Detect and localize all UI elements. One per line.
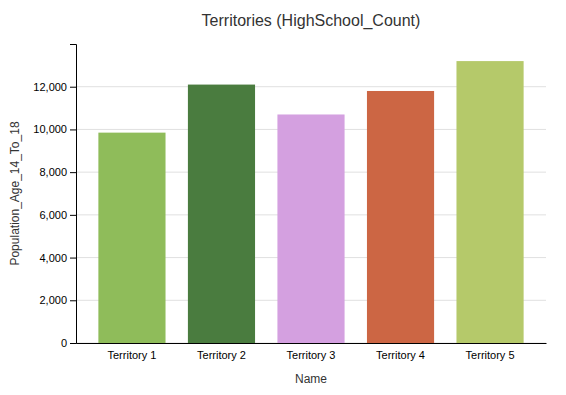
x-tick: Territory 2	[197, 343, 246, 361]
y-tick-line	[70, 129, 76, 130]
y-tick: 6,000	[39, 209, 76, 221]
y-tick-line	[70, 300, 76, 301]
y-tick-line	[70, 258, 76, 259]
plot-area: Territory 1 Territory 2 Territory 3 Territo…	[33, 45, 546, 361]
y-tick-label: 4,000	[39, 252, 67, 264]
y-axis: 0 2,000 4,000 6,000 8,000 10,000 12,000	[33, 45, 76, 350]
y-tick-label: 12,000	[33, 81, 67, 93]
y-tick-label: 6,000	[39, 209, 67, 221]
y-tick: 8,000	[39, 166, 76, 178]
y-tick: 2,000	[39, 294, 76, 306]
x-tick: Territory 4	[376, 343, 425, 361]
chart-title: Territories (HighSchool_Count)	[202, 12, 421, 30]
y-tick-line	[70, 215, 76, 216]
x-tick-label: Territory 3	[287, 349, 336, 361]
x-axis-line	[77, 343, 547, 344]
x-tick: Territory 1	[107, 343, 156, 361]
bar	[456, 61, 523, 343]
x-axis: Territory 1 Territory 2 Territory 3 Territo…	[77, 343, 547, 361]
bar	[188, 85, 255, 343]
bar	[367, 91, 434, 343]
y-tick-line	[70, 343, 76, 344]
y-tick-label: 2,000	[39, 294, 67, 306]
x-tick: Territory 3	[287, 343, 336, 361]
y-tick: 10,000	[33, 123, 76, 135]
y-tick-line	[70, 172, 76, 173]
y-tick: 12,000	[33, 81, 76, 93]
x-tick-label: Territory 4	[376, 349, 425, 361]
x-tick-label: Territory 5	[466, 349, 515, 361]
y-tick-label: 8,000	[39, 166, 67, 178]
y-tick: 4,000	[39, 252, 76, 264]
x-tick-label: Territory 1	[107, 349, 156, 361]
x-axis-title: Name	[295, 372, 327, 386]
chart-container: Territory 1 Territory 2 Territory 3 Territo…	[0, 0, 566, 395]
x-tick-label: Territory 2	[197, 349, 246, 361]
y-tick-label: 0	[61, 337, 67, 349]
y-tick-label: 10,000	[33, 123, 67, 135]
bar	[277, 114, 344, 343]
bars	[98, 61, 523, 343]
y-tick: 0	[61, 337, 76, 349]
bar	[98, 133, 165, 343]
y-tick-line	[70, 87, 76, 88]
chart-svg: Territory 1 Territory 2 Territory 3 Territo…	[0, 0, 566, 395]
x-tick: Territory 5	[466, 343, 515, 361]
y-axis-line	[70, 45, 77, 344]
y-axis-title: Population_Age_14_To_18	[8, 121, 22, 265]
